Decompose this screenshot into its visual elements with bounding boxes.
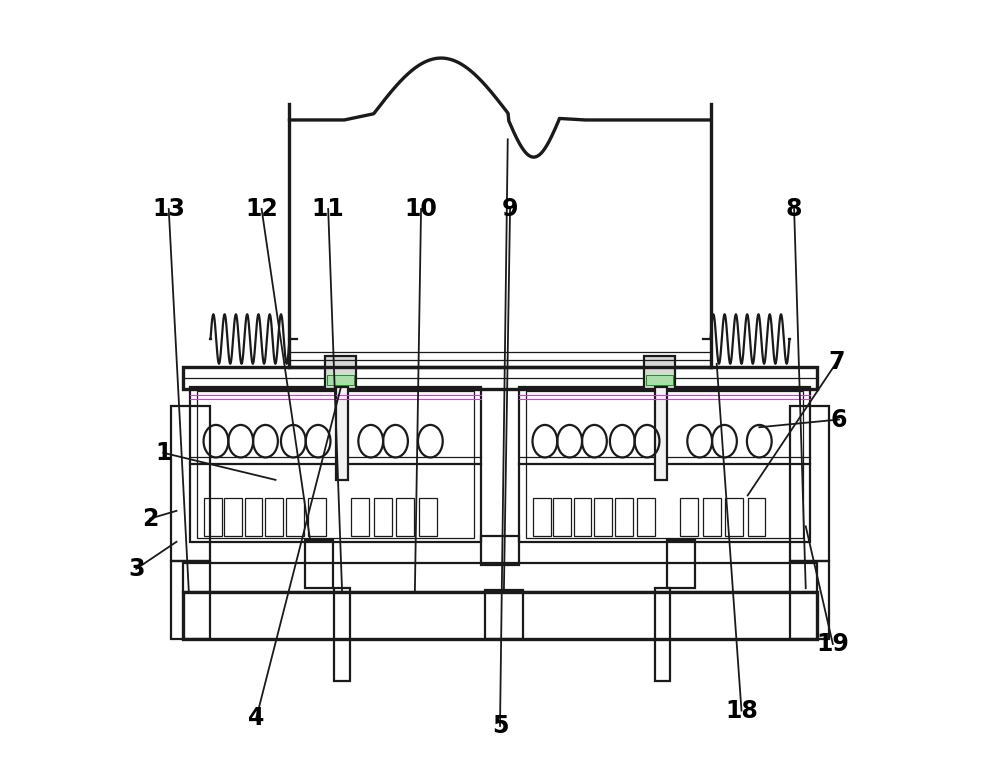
Text: 9: 9 (502, 197, 518, 221)
Bar (183, 563, 817, 592)
Bar (336, 387, 348, 480)
Bar (655, 387, 667, 480)
Text: 13: 13 (152, 197, 185, 221)
Text: 12: 12 (245, 197, 278, 221)
Bar (667, 540, 695, 588)
Bar (725, 498, 743, 536)
Bar (533, 498, 551, 536)
Bar (680, 498, 698, 536)
Bar (351, 498, 369, 536)
Text: 5: 5 (492, 714, 508, 738)
Text: 8: 8 (786, 197, 802, 221)
Bar (574, 498, 591, 536)
Bar (325, 356, 356, 389)
Bar (526, 391, 803, 538)
Text: 18: 18 (725, 698, 758, 723)
Bar (419, 498, 437, 536)
Bar (197, 391, 474, 538)
Text: 19: 19 (816, 632, 849, 656)
Bar (327, 375, 354, 385)
Bar (183, 592, 817, 639)
Bar (374, 498, 392, 536)
Bar (171, 561, 210, 639)
Bar (265, 498, 283, 536)
Bar (305, 540, 333, 588)
Bar (615, 498, 633, 536)
Bar (171, 406, 210, 561)
Text: 1: 1 (155, 440, 171, 465)
Bar (748, 498, 765, 536)
Bar (703, 498, 721, 536)
Bar (637, 498, 655, 536)
Bar (224, 498, 242, 536)
Bar (481, 536, 519, 565)
Bar (183, 367, 817, 389)
Bar (594, 498, 612, 536)
Text: 11: 11 (312, 197, 345, 221)
Text: 10: 10 (405, 197, 437, 221)
Text: 7: 7 (828, 350, 845, 375)
Bar (655, 588, 670, 681)
Bar (204, 498, 222, 536)
Bar (485, 590, 523, 639)
Text: 3: 3 (128, 557, 144, 581)
Text: 2: 2 (142, 506, 158, 531)
Text: 6: 6 (831, 407, 847, 432)
Bar (790, 561, 829, 639)
Bar (644, 356, 675, 389)
Bar (334, 588, 350, 681)
Bar (790, 406, 829, 561)
Bar (519, 387, 810, 542)
Bar (646, 375, 673, 385)
Bar (245, 498, 262, 536)
Bar (553, 498, 571, 536)
Bar (396, 498, 414, 536)
Bar (308, 498, 326, 536)
Bar (190, 387, 481, 542)
Bar (286, 498, 304, 536)
Text: 4: 4 (248, 706, 264, 731)
